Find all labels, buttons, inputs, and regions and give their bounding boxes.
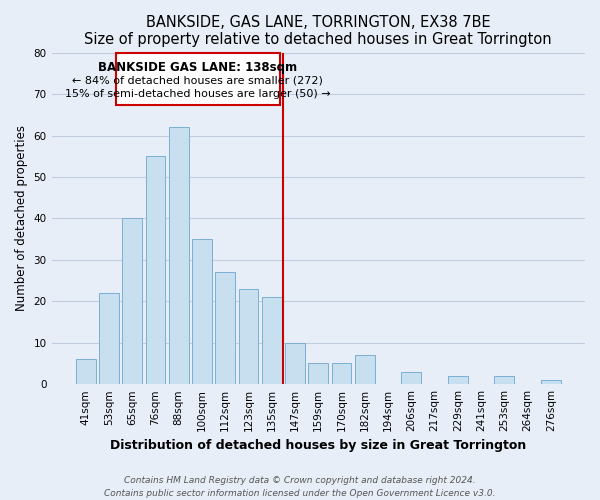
Bar <box>146 156 166 384</box>
Title: BANKSIDE, GAS LANE, TORRINGTON, EX38 7BE
Size of property relative to detached h: BANKSIDE, GAS LANE, TORRINGTON, EX38 7BE… <box>85 15 552 48</box>
Bar <box>541 380 561 384</box>
Bar <box>494 376 514 384</box>
Bar <box>308 364 328 384</box>
Bar <box>122 218 142 384</box>
X-axis label: Distribution of detached houses by size in Great Torrington: Distribution of detached houses by size … <box>110 440 526 452</box>
Bar <box>355 355 374 384</box>
Y-axis label: Number of detached properties: Number of detached properties <box>15 126 28 312</box>
Bar <box>285 342 305 384</box>
Bar <box>401 372 421 384</box>
Bar <box>239 289 259 384</box>
Bar <box>99 293 119 384</box>
Bar <box>215 272 235 384</box>
Bar <box>192 239 212 384</box>
Bar <box>448 376 468 384</box>
FancyBboxPatch shape <box>116 52 280 104</box>
Text: Contains HM Land Registry data © Crown copyright and database right 2024.
Contai: Contains HM Land Registry data © Crown c… <box>104 476 496 498</box>
Bar <box>332 364 352 384</box>
Text: BANKSIDE GAS LANE: 138sqm: BANKSIDE GAS LANE: 138sqm <box>98 61 298 74</box>
Bar <box>262 297 281 384</box>
Text: ← 84% of detached houses are smaller (272): ← 84% of detached houses are smaller (27… <box>73 76 323 86</box>
Bar <box>169 128 188 384</box>
Bar <box>76 360 95 384</box>
Text: 15% of semi-detached houses are larger (50) →: 15% of semi-detached houses are larger (… <box>65 89 331 99</box>
